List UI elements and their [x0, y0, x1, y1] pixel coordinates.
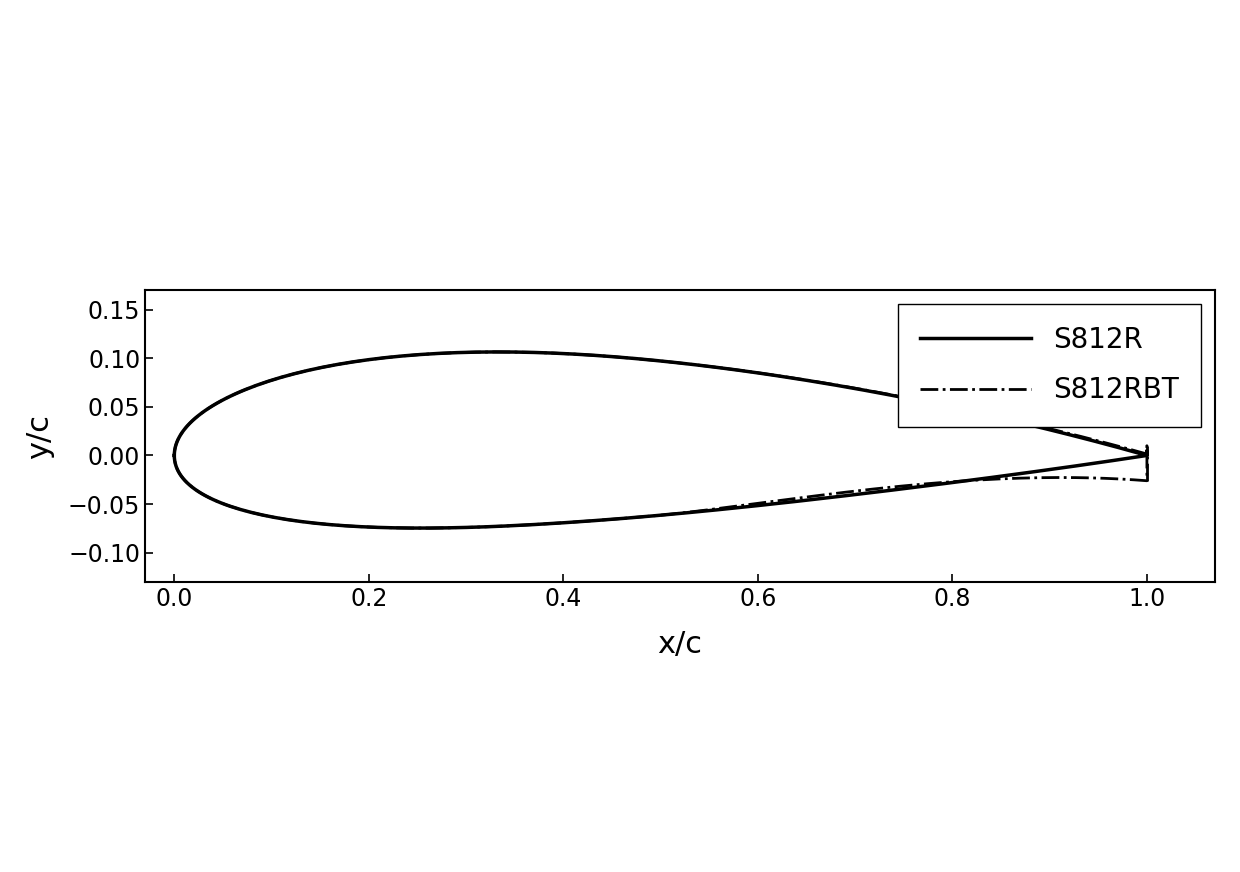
Legend: S812R, S812RBT: S812R, S812RBT: [898, 304, 1202, 426]
S812RBT: [487, 347, 502, 358]
S812RBT: [238, 506, 253, 516]
Line: S812RBT: S812RBT: [175, 352, 1147, 528]
S812R: [1052, 463, 1066, 473]
S812R: [413, 523, 428, 534]
S812RBT: [167, 450, 182, 460]
S812RBT: [167, 450, 182, 460]
S812RBT: [370, 522, 384, 533]
S812R: [1058, 462, 1073, 473]
S812RBT: [1052, 473, 1066, 483]
S812R: [238, 506, 253, 516]
S812R: [167, 447, 182, 458]
X-axis label: x/c: x/c: [657, 630, 703, 659]
S812R: [370, 522, 384, 533]
S812RBT: [1058, 473, 1073, 483]
S812RBT: [167, 447, 182, 458]
S812R: [167, 450, 182, 460]
Line: S812R: S812R: [175, 352, 1147, 528]
S812RBT: [1019, 473, 1034, 483]
Y-axis label: y/c: y/c: [25, 413, 55, 459]
S812RBT: [413, 523, 428, 534]
S812R: [1019, 467, 1034, 478]
S812R: [167, 450, 182, 460]
S812R: [487, 347, 502, 358]
